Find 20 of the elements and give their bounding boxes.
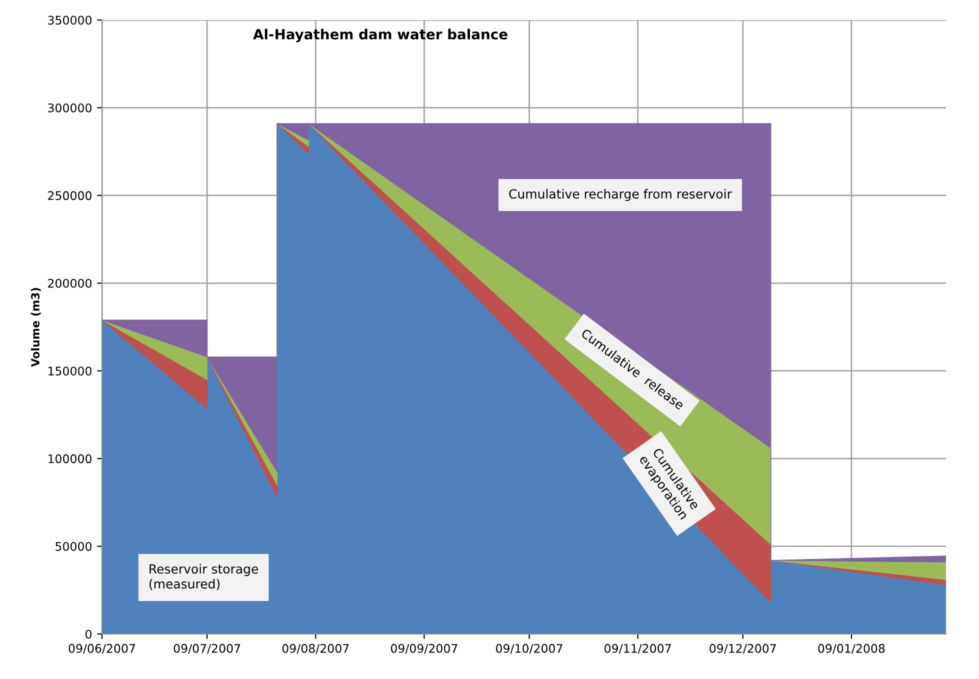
x-tick-label: 09/06/2007 (68, 644, 136, 654)
y-tick-label: 300000 (48, 103, 92, 112)
x-tick-label: 09/07/2007 (174, 644, 240, 654)
y-tick-label: 150000 (48, 366, 92, 376)
x-tick-label: 09/09/2007 (390, 644, 458, 654)
x-tick-label: 09/01/2008 (818, 644, 885, 654)
series-label: Cumulative recharge from reservoir (509, 188, 732, 202)
y-tick-label: 100000 (48, 454, 92, 464)
y-tick-label: 200000 (48, 278, 92, 288)
text: Al-Hayathem dam water balance (253, 28, 508, 42)
y-tick-label: 50000 (56, 542, 92, 551)
x-tick-label: 09/11/2007 (604, 644, 671, 654)
y-tick-label: 350000 (48, 16, 92, 25)
y-tick-label: 0 (86, 630, 92, 639)
y-axis-title: Volume (m3) (30, 288, 41, 367)
y-tick-label: 250000 (48, 191, 92, 200)
x-tick-label: 09/08/2007 (282, 644, 349, 654)
series-label: Reservoir storage (measured) (149, 564, 258, 590)
x-tick-label: 09/12/2007 (710, 644, 776, 654)
x-tick-label: 09/10/2007 (496, 644, 562, 654)
